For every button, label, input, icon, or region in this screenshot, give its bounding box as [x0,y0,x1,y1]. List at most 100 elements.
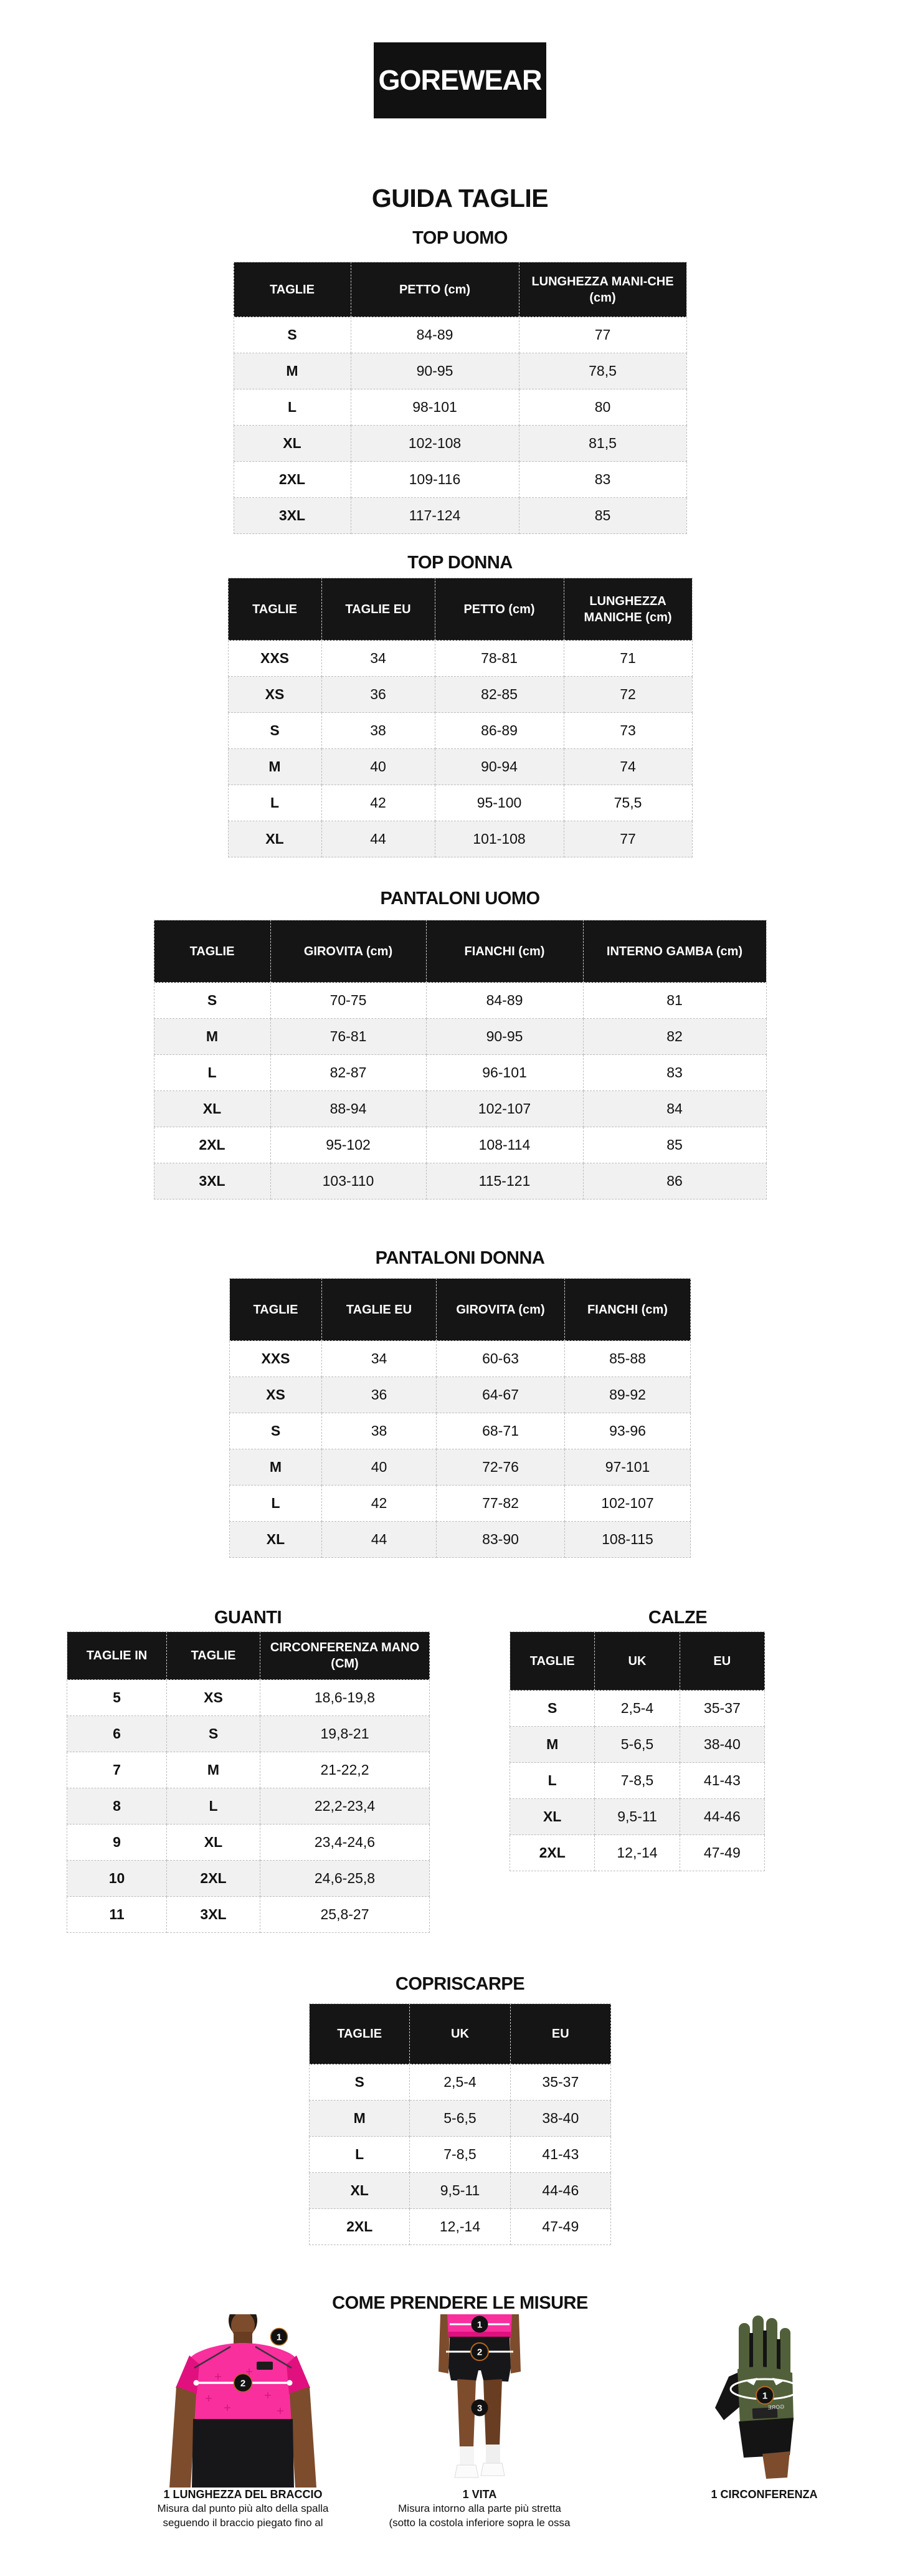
calze-table: TAGLIE UK EU S 2,5-4 35-37 M 5-6,5 38-40 L 7-8,5 41… [509,1631,766,1871]
marker-3: 3 [471,2399,488,2416]
table-cell: M [233,353,351,389]
table-cell: S [227,712,322,749]
column-header: TAGLIE [233,262,351,317]
column-header: PETTO (cm) [350,262,519,317]
pantaloni-donna-table: TAGLIE TAGLIE EU GIROVITA (cm) FIANCHI (cm)… [229,1278,691,1558]
table-cell: 9,5-11 [409,2172,511,2209]
table-cell: 82 [582,1018,767,1055]
table-cell: XXS [229,1340,322,1377]
table-cell: 85 [582,1127,767,1163]
table-cell: XL [233,425,351,462]
table-cell: 38-40 [510,2100,612,2137]
table-row: M 76-81 90-95 82 [153,1018,767,1055]
caption-line: (sotto la costola inferiore sopra le oss… [389,2517,571,2529]
table-row: 8 L 22,2-23,4 [67,1788,430,1825]
table-cell: 85 [518,497,687,534]
table-cell: 8 [67,1788,167,1825]
table-row: S 70-75 84-89 81 [153,982,767,1019]
table-row: M 5-6,5 38-40 [308,2100,612,2137]
table-cell: 12,-14 [409,2208,511,2245]
page-title: GUIDA TAGLIE [371,184,549,212]
caption-title-circonferenza: 1 CIRCONFERENZA [711,2488,818,2501]
gorewear-logo-text: GOREWEAR [378,64,543,96]
table-cell: 60-63 [436,1340,565,1377]
table-cell: 83 [582,1054,767,1091]
column-header: LUNGHEZZA MANICHE (cm) [563,578,693,641]
measure-figures-row: 1 2 1 LUNGHEZZA DEL BRACCIO Misura dal p… [0,2314,920,2530]
table-row: S 38 86-89 73 [227,712,693,749]
table-cell: 83 [518,461,687,498]
table-cell: XL [227,821,322,857]
header-row: TAGLIE PETTO (cm) LUNGHEZZA MANI-CHE (cm) [233,262,687,317]
section-come-prendere-le-misure: COME PRENDERE LE MISURE [0,2292,920,2530]
table-cell: 64-67 [436,1376,565,1413]
column-header: UK [594,1631,680,1691]
table-cell: 2,5-4 [594,1690,680,1727]
table-cell: M [308,2100,410,2137]
table-cell: 3XL [166,1896,260,1933]
glove-figure-image: GORE 1 [715,2316,800,2479]
table-cell: 44 [321,1521,437,1558]
table-row: 2XL 95-102 108-114 85 [153,1127,767,1163]
column-header: PETTO (cm) [434,578,564,641]
table-cell: 24,6-25,8 [260,1860,430,1897]
header-row: TAGLIE TAGLIE EU PETTO (cm) LUNGHEZZA MANIC… [227,578,693,641]
column-header: GIROVITA (cm) [436,1278,565,1341]
column-header: GIROVITA (cm) [270,920,427,983]
table-cell: 95-102 [270,1127,427,1163]
table-row: S 2,5-4 35-37 [509,1690,766,1727]
table-cell: L [166,1788,260,1825]
table-cell: 86 [582,1163,767,1200]
table-cell: 90-95 [350,353,519,389]
table-row: L 42 77-82 102-107 [229,1485,691,1522]
table-cell: 25,8-27 [260,1896,430,1933]
header-row: TAGLIE TAGLIE EU GIROVITA (cm) FIANCHI (cm) [229,1278,691,1341]
column-header: TAGLIE [153,920,271,983]
section-title-guanti: GUANTI [214,1608,282,1628]
table-cell: 44-46 [679,1798,766,1835]
caption-line: Misura dal punto più alto della spalla [157,2502,329,2514]
table-row: 2XL 109-116 83 [233,461,687,498]
table-row: 9 XL 23,4-24,6 [67,1824,430,1861]
table-row: XL 44 101-108 77 [227,821,693,857]
table-cell: M [153,1018,271,1055]
table-cell: 36 [321,676,435,713]
table-cell: 76-81 [270,1018,427,1055]
table-cell: 98-101 [350,389,519,426]
table-cell: 44 [321,821,435,857]
figure-waist: 1 2 3 1 VITA Misura intorno alla part [371,2314,589,2530]
table-cell: 101-108 [434,821,564,857]
table-cell: M [166,1752,260,1788]
table-cell: 2XL [233,461,351,498]
table-cell: 81 [582,982,767,1019]
header-row: TAGLIE GIROVITA (cm) FIANCHI (cm) INTERNO G… [153,920,767,983]
table-cell: 74 [563,748,693,785]
table-cell: 82-87 [270,1054,427,1091]
column-header: TAGLIE IN [67,1631,167,1680]
table-cell: 35-37 [510,2064,612,2101]
column-header: TAGLIE [166,1631,260,1680]
table-row: 2XL 12,-14 47-49 [308,2208,612,2245]
table-cell: XL [308,2172,410,2209]
table-cell: 78,5 [518,353,687,389]
table-cell: 36 [321,1376,437,1413]
section-title-top-uomo: TOP UOMO [412,228,508,248]
table-cell: 115-121 [425,1163,584,1200]
caption-title-arm-length: 1 LUNGHEZZA DEL BRACCIO [163,2488,323,2501]
table-row: L 98-101 80 [233,389,687,426]
table-cell: L [509,1762,595,1799]
table-cell: 80 [518,389,687,426]
column-header: TAGLIE [227,578,322,641]
table-cell: XL [166,1824,260,1861]
table-cell: 103-110 [270,1163,427,1200]
header-row: TAGLIE UK EU [308,2003,612,2064]
pantaloni-uomo-table: TAGLIE GIROVITA (cm) FIANCHI (cm) INTERNO G… [153,920,767,1200]
table-cell: XL [509,1798,595,1835]
table-cell: 42 [321,785,435,821]
table-cell: S [509,1690,595,1727]
table-row: M 40 72-76 97-101 [229,1449,691,1486]
table-cell: 18,6-19,8 [260,1679,430,1716]
table-cell: 7-8,5 [409,2136,511,2173]
table-cell: 12,-14 [594,1834,680,1871]
table-cell: 117-124 [350,497,519,534]
